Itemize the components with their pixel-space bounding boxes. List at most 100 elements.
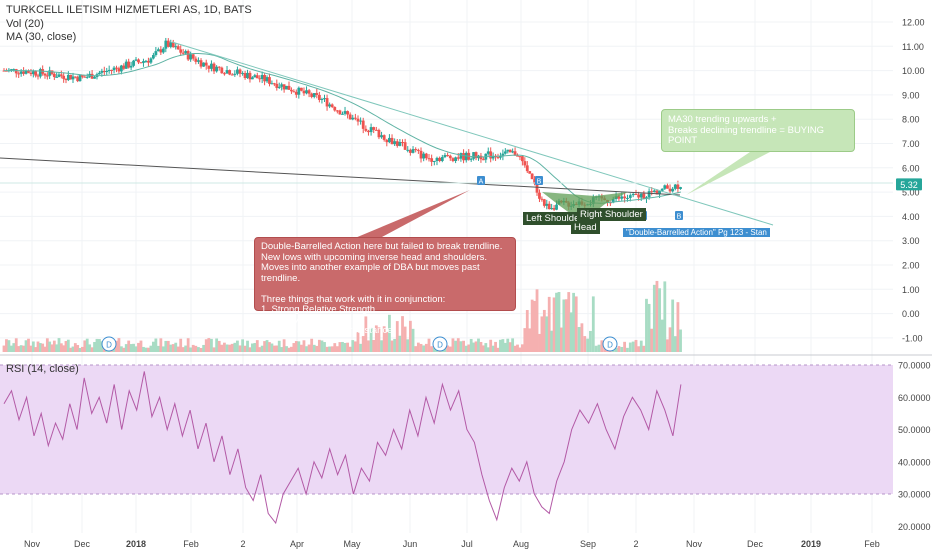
candle-body: [631, 193, 635, 196]
candle-body: [639, 193, 643, 198]
volume-bar: [233, 342, 237, 352]
candle-body: [159, 49, 163, 53]
candle-body: [268, 77, 271, 84]
candle-body: [19, 71, 23, 74]
candle-body: [508, 149, 512, 153]
annotation-buy-point-note[interactable]: MA30 trending upwards + Breaks declining…: [661, 109, 855, 152]
volume-bar: [317, 339, 321, 352]
volume-bar: [151, 341, 155, 352]
candle-body: [272, 83, 276, 85]
volume-bar: [29, 345, 33, 352]
candle-body: [312, 93, 316, 97]
volume-bar: [520, 344, 524, 352]
volume-bar: [388, 314, 391, 352]
candle-body: [194, 58, 198, 62]
volume-bar: [679, 329, 682, 352]
candle-body: [144, 60, 148, 62]
candle-body: [655, 190, 659, 195]
candle-body: [251, 77, 254, 80]
candle-body: [626, 197, 629, 199]
candle-body: [127, 61, 131, 68]
volume-bar: [427, 338, 431, 352]
candle-body: [372, 127, 376, 130]
label-head[interactable]: Head: [571, 221, 600, 234]
candle-body: [265, 77, 269, 82]
candle-body: [634, 193, 638, 195]
price-tick-label: 9.00: [902, 90, 920, 100]
volume-bar: [2, 345, 6, 352]
candle-body: [530, 173, 534, 180]
candle-body: [489, 151, 493, 159]
volume-bar: [479, 341, 483, 352]
volume-bar: [156, 345, 160, 352]
last-price-badge: [896, 178, 922, 191]
label-right-shoulder[interactable]: Right Shoulder: [577, 208, 646, 221]
candle-body: [12, 69, 16, 71]
volume-bar: [31, 341, 35, 352]
annotation-dba-note[interactable]: Double-Barrelled Action here but failed …: [254, 237, 516, 336]
dividend-marker-text: D: [437, 341, 443, 350]
volume-bar: [225, 344, 229, 352]
volume-bar: [132, 343, 135, 352]
marker-b: [535, 176, 543, 185]
candle-body: [112, 67, 116, 71]
date-tick-label: Aug: [513, 539, 529, 549]
candle-body: [330, 104, 334, 108]
price-tick-label: 12.00: [902, 18, 925, 28]
price-tick-label: 11.00: [902, 42, 924, 52]
candle-body: [90, 73, 94, 79]
volume-bar: [210, 338, 213, 352]
volume-bar: [525, 310, 529, 352]
volume-bar: [248, 347, 252, 352]
volume-bar: [241, 339, 245, 352]
volume-bar: [5, 339, 8, 352]
candle-body: [36, 75, 40, 77]
horizontal-trendline: [0, 157, 681, 196]
volume-bar: [380, 340, 383, 352]
candle-body: [161, 48, 165, 53]
volume-bar: [24, 340, 28, 352]
volume-bar: [663, 281, 667, 352]
volume-bar: [100, 341, 104, 352]
label-reference[interactable]: "Double-Barrelled Action" Pg 123 - Stan: [623, 228, 770, 237]
candle-body: [260, 75, 264, 79]
candle-body: [446, 155, 450, 157]
rsi-tick-label: 20.0000: [898, 522, 931, 532]
candle-body: [496, 157, 500, 159]
volume-bar: [253, 343, 257, 352]
candle-body: [246, 72, 249, 79]
candle-body: [486, 151, 490, 154]
candle-body: [24, 70, 28, 74]
candle-body: [9, 69, 13, 71]
date-tick-label: 2: [240, 539, 245, 549]
candle-body: [623, 196, 627, 199]
label-left-shoulder[interactable]: Left Shoulder: [523, 212, 586, 225]
price-tick-label: 3.00: [902, 236, 920, 246]
candle-body: [2, 70, 6, 72]
volume-bar: [367, 340, 370, 352]
candle-body: [479, 155, 483, 160]
candle-body: [204, 62, 208, 66]
volume-bar: [628, 342, 632, 352]
candle-body: [134, 59, 138, 61]
volume-bar: [176, 346, 180, 352]
volume-bar: [159, 338, 163, 352]
volume-bar: [491, 345, 495, 352]
rsi-series: [3, 371, 682, 525]
candle-body: [320, 98, 324, 100]
volume-bar: [251, 343, 254, 352]
rsi-tick-label: 40.0000: [898, 457, 931, 467]
candle-body: [647, 191, 651, 198]
volume-bar: [300, 344, 303, 352]
candle-body: [377, 129, 381, 138]
volume-bar: [181, 347, 185, 352]
candle-body: [215, 66, 219, 72]
candle-body: [238, 69, 242, 74]
head-shoulders-shape: [542, 192, 628, 222]
volume-bar: [80, 346, 84, 352]
volume-bar: [285, 346, 288, 352]
volume-bar: [202, 344, 206, 352]
candle-body: [176, 46, 180, 50]
candle-body: [353, 117, 357, 119]
